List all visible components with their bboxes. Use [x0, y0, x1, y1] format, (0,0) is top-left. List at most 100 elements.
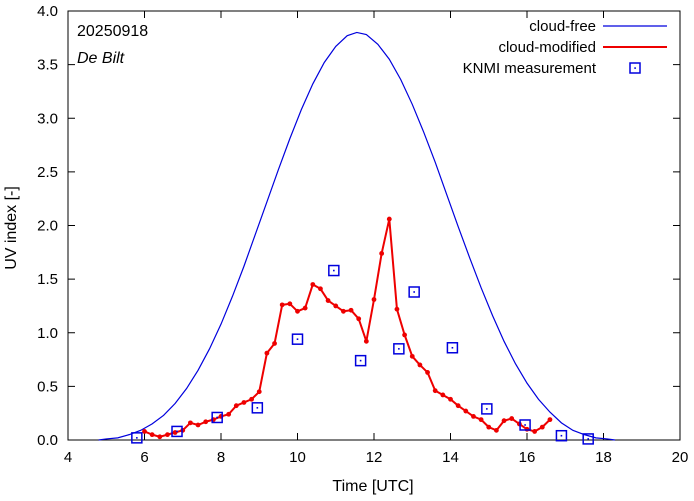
- knmi-measurement-dot: [256, 407, 259, 409]
- x-axis: 4 6 8 10 12 14 16 18 20: [64, 11, 689, 466]
- cloud-modified-point: [394, 306, 400, 312]
- cloud-modified-point: [302, 305, 308, 311]
- cloud-modified-point: [310, 282, 316, 287]
- cloud-modified-point: [532, 429, 538, 434]
- knmi-measurement-marker: [555, 429, 568, 442]
- knmi-measurement-marker: [328, 264, 340, 277]
- cloud-modified-point: [379, 250, 385, 256]
- cloud-modified-point: [241, 400, 247, 405]
- knmi-measurement-dot: [333, 269, 335, 272]
- cloud-modified-point: [142, 429, 147, 434]
- cloud-modified-point: [547, 417, 553, 423]
- knmi-measurement-dot: [136, 437, 138, 439]
- cloud-modified-point: [386, 216, 392, 222]
- cloud-modified-point: [165, 432, 170, 438]
- legend: cloud-free cloud-modified KNMI measureme…: [463, 18, 667, 77]
- cloud-modified-point: [432, 388, 438, 394]
- cloud-modified-point: [295, 308, 300, 314]
- knmi-measurement-dot: [398, 348, 400, 350]
- cloud-modified-point: [425, 370, 430, 375]
- y-tick-label: 2.0: [37, 218, 58, 235]
- cloud-modified-point: [402, 332, 407, 338]
- x-axis-title: Time [UTC]: [332, 478, 413, 495]
- legend-label-knmi-measurement: KNMI measurement: [463, 60, 597, 77]
- knmi-measurement-dot: [296, 338, 299, 340]
- knmi-measurement-dot: [176, 430, 178, 433]
- knmi-measurement-dot: [486, 408, 488, 410]
- cloud-modified-point: [463, 408, 469, 414]
- knmi-measurement-marker: [354, 354, 367, 367]
- legend-swatch-knmi-dot: [634, 67, 636, 69]
- cloud-modified-point: [341, 308, 346, 314]
- y-tick-label: 1.0: [37, 325, 58, 342]
- y-tick-label: 1.5: [37, 271, 58, 288]
- cloud-modified-point: [539, 424, 545, 430]
- x-tick-label: 6: [140, 449, 148, 466]
- knmi-measurement-dot: [587, 438, 589, 440]
- cloud-modified-point: [371, 297, 377, 302]
- x-tick-label: 10: [289, 449, 306, 466]
- knmi-measurement-marker: [211, 411, 223, 424]
- knmi-measurement-marker: [582, 433, 594, 445]
- cloud-modified-point: [501, 418, 507, 424]
- knmi-measurement-dot: [413, 291, 415, 293]
- x-tick-label: 8: [217, 449, 225, 466]
- cloud-modified-point: [272, 341, 277, 346]
- x-tick-label: 14: [442, 449, 459, 466]
- cloud-modified-point: [279, 302, 285, 308]
- x-tick-label: 16: [519, 449, 536, 466]
- cloud-modified-point: [188, 420, 193, 426]
- cloud-modified-point: [226, 411, 232, 417]
- knmi-measurement-dot: [359, 359, 362, 362]
- knmi-measurement-dot: [560, 434, 563, 437]
- knmi-measurement-marker: [408, 286, 420, 298]
- cloud-modified-point: [448, 396, 453, 402]
- station-annotation: De Bilt: [77, 50, 125, 67]
- cloud-modified-point: [455, 403, 461, 409]
- y-tick-label: 2.5: [37, 164, 58, 181]
- cloud-modified-point: [509, 416, 515, 421]
- cloud-modified-point: [409, 353, 415, 359]
- knmi-measurement-dot: [216, 416, 218, 419]
- cloud-modified-point: [318, 286, 323, 292]
- x-tick-label: 20: [672, 449, 689, 466]
- cloud-free-line: [98, 31, 616, 441]
- knmi-measurement-marker: [481, 403, 493, 415]
- knmi-measurement-dot: [524, 424, 526, 426]
- cloud-modified-point: [417, 362, 423, 368]
- cloud-modified-point: [356, 316, 362, 322]
- x-tick-label: 18: [595, 449, 612, 466]
- cloud-modified-point: [440, 392, 446, 398]
- y-tick-label: 3.0: [37, 110, 58, 127]
- cloud-modified-point: [233, 403, 239, 409]
- cloud-modified-point: [333, 303, 339, 309]
- knmi-measurement-marker: [291, 333, 304, 345]
- cloud-modified-point: [149, 432, 155, 438]
- y-axis: 0.0 0.5 1.0 1.5 2.0 2.5 3.0 3.5 4.0: [37, 3, 680, 449]
- knmi-measurement-marker: [251, 402, 264, 414]
- legend-swatch-knmi-measurement: [629, 62, 641, 74]
- legend-label-cloud-modified: cloud-modified: [498, 39, 596, 56]
- knmi-measurement-marker: [171, 425, 183, 438]
- legend-label-cloud-free: cloud-free: [529, 18, 596, 35]
- cloud-modified-point: [157, 434, 163, 440]
- x-tick-label: 12: [366, 449, 383, 466]
- cloud-modified-point: [325, 298, 331, 303]
- series-layer: [98, 31, 616, 445]
- y-tick-label: 0.0: [37, 432, 58, 449]
- knmi-measurement-marker: [446, 342, 459, 354]
- cloud-modified-point: [203, 419, 209, 425]
- cloud-modified-point: [494, 427, 499, 433]
- y-tick-label: 3.5: [37, 57, 58, 74]
- cloud-modified-point: [478, 417, 484, 423]
- y-tick-label: 0.5: [37, 378, 58, 395]
- cloud-modified-point: [249, 396, 255, 402]
- x-tick-label: 4: [64, 449, 72, 466]
- cloud-modified-point: [256, 389, 262, 395]
- knmi-measurement-marker: [393, 343, 405, 355]
- cloud-modified-point: [264, 350, 270, 356]
- y-tick-label: 4.0: [37, 3, 58, 20]
- knmi-measurement-marker: [131, 432, 143, 444]
- cloud-modified-point: [363, 338, 369, 344]
